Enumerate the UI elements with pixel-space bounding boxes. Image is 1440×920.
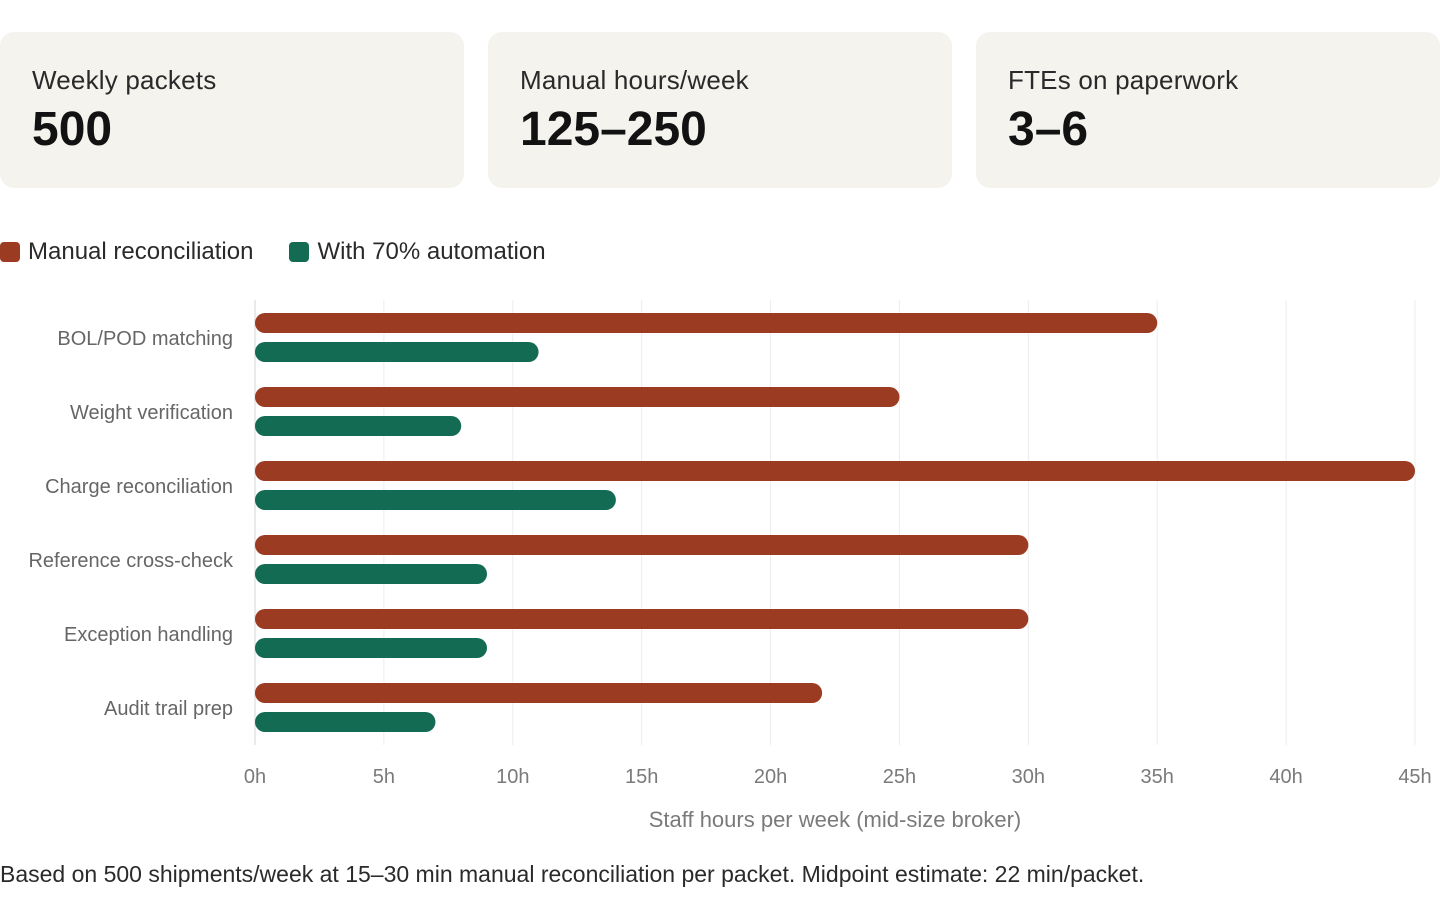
chart-legend: Manual reconciliation With 70% automatio… — [0, 236, 582, 268]
stat-value: 125–250 — [520, 103, 707, 156]
legend-item-manual[interactable]: Manual reconciliation — [0, 238, 253, 266]
category-label: BOL/POD matching — [57, 328, 233, 350]
category-label: Charge reconciliation — [45, 476, 233, 498]
stat-label: Weekly packets — [32, 65, 217, 95]
footnote: Based on 500 shipments/week at 15–30 min… — [0, 861, 1145, 887]
category-label: Weight verification — [70, 402, 233, 424]
legend-item-automated[interactable]: With 70% automation — [289, 238, 546, 266]
legend-swatch-manual — [0, 242, 20, 262]
legend-swatch-automated — [289, 242, 310, 262]
bar-automated — [255, 712, 436, 732]
legend-label-manual: Manual reconciliation — [28, 238, 254, 265]
bar-automated — [255, 638, 487, 658]
legend-label-automated: With 70% automation — [317, 238, 546, 265]
bar-chart: 0h 5h 10h 15h 20h 25h 30h 35h 40h 45h BOL/POD matc… — [28, 300, 1432, 832]
bar-automated — [255, 490, 616, 510]
category-label: Exception handling — [64, 624, 233, 646]
bar-manual — [255, 461, 1415, 481]
x-tick-label: 5h — [373, 766, 395, 788]
stat-value: 500 — [32, 103, 113, 156]
category-label: Reference cross-check — [28, 550, 234, 572]
category-label: Audit trail prep — [104, 698, 233, 720]
bar-automated — [255, 564, 487, 584]
x-tick-label: 30h — [1012, 766, 1045, 788]
stats-row: Weekly packets 500 Manual hours/week 125… — [0, 32, 1440, 188]
bar-manual — [255, 535, 1029, 555]
x-tick-label: 25h — [883, 766, 916, 788]
stat-label: FTEs on paperwork — [1008, 65, 1239, 95]
x-tick-label: 35h — [1141, 766, 1174, 788]
stat-value: 3–6 — [1008, 103, 1089, 156]
bar-manual — [255, 609, 1029, 629]
x-tick-label: 45h — [1398, 766, 1431, 788]
x-tick-label: 0h — [244, 766, 266, 788]
stat-label: Manual hours/week — [520, 65, 749, 95]
x-tick-label: 15h — [625, 766, 658, 788]
stat-card-ftes: FTEs on paperwork 3–6 — [976, 32, 1440, 188]
x-axis-label: Staff hours per week (mid-size broker) — [649, 807, 1022, 832]
bar-automated — [255, 416, 462, 436]
stat-card-weekly-packets: Weekly packets 500 — [0, 32, 464, 188]
x-tick-label: 10h — [496, 766, 529, 788]
stat-card-manual-hours: Manual hours/week 125–250 — [488, 32, 952, 188]
x-tick-label: 20h — [754, 766, 787, 788]
bar-manual — [255, 683, 823, 703]
bar-manual — [255, 313, 1158, 333]
bar-automated — [255, 342, 539, 362]
bar-manual — [255, 387, 900, 407]
x-tick-label: 40h — [1269, 766, 1302, 788]
